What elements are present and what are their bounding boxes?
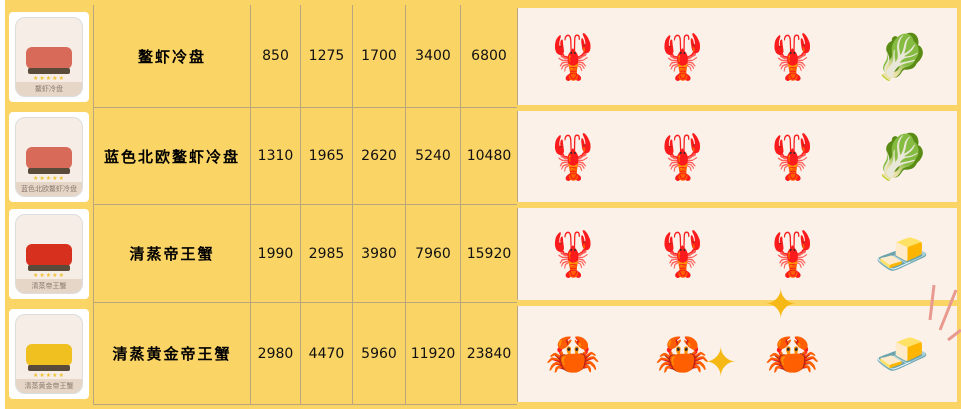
- star-rating: ★★★★★: [33, 174, 65, 182]
- dish-name: 蓝色北欧鳌虾冷盘: [93, 108, 250, 205]
- dish-card: ★★★★★ 蓝色北欧鳌虾冷盘: [5, 108, 93, 205]
- star-rating: ★★★★★: [33, 372, 65, 379]
- price-value: 1700: [352, 5, 405, 108]
- price-value: 1990: [250, 205, 300, 303]
- recipe-row: ★★★★★ 清蒸黄金帝王蟹 清蒸黄金帝王蟹 2980 4470 5960 11920 23…: [5, 303, 957, 405]
- butter-icon: 🧈: [874, 329, 930, 380]
- golden-crab-icon: 🦀: [764, 329, 820, 380]
- ingredient-list: 🦞 🦞 🦞 🥬: [517, 111, 957, 202]
- price-value: 23840: [460, 303, 517, 405]
- ingredient-list: 🦞 🦞 🦞 🥬: [517, 8, 957, 105]
- dish-name: 鳌虾冷盘: [93, 5, 250, 108]
- price-value: 2980: [250, 303, 300, 405]
- dish-image: [26, 46, 72, 74]
- lobster-silhouette-icon: 🦞: [764, 229, 820, 280]
- dish-card-label: 清蒸黄金帝王蟹: [16, 379, 82, 393]
- butter-icon: 🧈: [874, 229, 930, 280]
- golden-crab-icon: 🦀: [655, 329, 711, 380]
- price-value: 1965: [300, 108, 352, 205]
- ingredient-list: 🦞 🦞 🦞 🧈: [517, 208, 957, 300]
- dish-image: [26, 146, 72, 174]
- accent-lines-icon: [928, 284, 961, 342]
- golden-crab-icon: 🦀: [545, 329, 601, 380]
- price-value: 3400: [405, 5, 460, 108]
- dish-image: [26, 244, 72, 271]
- price-value: 5960: [352, 303, 405, 405]
- recipe-row: ★★★★★ 蓝色北欧鳌虾冷盘 蓝色北欧鳌虾冷盘 1310 1965 2620 5240 1…: [5, 108, 957, 205]
- price-value: 5240: [405, 108, 460, 205]
- recipe-row: ★★★★★ 鳌虾冷盘 鳌虾冷盘 850 1275 1700 3400 6800 🦞 🦞 🦞 🥬: [5, 5, 957, 108]
- ingredient-list: 🦀 🦀 🦀 🧈: [517, 306, 957, 402]
- price-value: 1275: [300, 5, 352, 108]
- sparkle-icon: ✦: [704, 340, 738, 386]
- price-value: 10480: [460, 108, 517, 205]
- blue-lobster-icon: 🦞: [655, 131, 711, 183]
- dish-name: 清蒸帝王蟹: [93, 205, 250, 303]
- price-value: 1310: [250, 108, 300, 205]
- lobster-silhouette-icon: 🦞: [545, 229, 601, 280]
- price-value: 2620: [352, 108, 405, 205]
- dish-name: 清蒸黄金帝王蟹: [93, 303, 250, 405]
- price-value: 7960: [405, 205, 460, 303]
- star-rating: ★★★★★: [33, 272, 65, 279]
- dish-card-label: 蓝色北欧鳌虾冷盘: [16, 181, 82, 196]
- left-border: [0, 0, 5, 409]
- lettuce-crate-icon: 🥬: [874, 131, 930, 183]
- price-value: 6800: [460, 5, 517, 108]
- dish-card: ★★★★★ 清蒸帝王蟹: [5, 205, 93, 303]
- dish-image: [26, 344, 72, 371]
- price-value: 2985: [300, 205, 352, 303]
- price-value: 4470: [300, 303, 352, 405]
- dish-card-label: 清蒸帝王蟹: [16, 279, 82, 293]
- sparkle-icon: ✦: [764, 282, 798, 328]
- dish-card-label: 鳌虾冷盘: [16, 81, 82, 96]
- lobster-silhouette-icon: 🦞: [545, 31, 601, 83]
- lettuce-crate-icon: 🥬: [874, 31, 930, 83]
- dish-card: ★★★★★ 清蒸黄金帝王蟹: [5, 303, 93, 405]
- blue-lobster-icon: 🦞: [545, 131, 601, 183]
- dish-card: ★★★★★ 鳌虾冷盘: [5, 5, 93, 108]
- recipe-row: ★★★★★ 清蒸帝王蟹 清蒸帝王蟹 1990 2985 3980 7960 15920 🦞 🦞…: [5, 205, 957, 303]
- price-value: 3980: [352, 205, 405, 303]
- lobster-silhouette-icon: 🦞: [655, 229, 711, 280]
- star-rating: ★★★★★: [33, 74, 65, 82]
- price-value: 15920: [460, 205, 517, 303]
- lobster-silhouette-icon: 🦞: [655, 31, 711, 83]
- price-value: 850: [250, 5, 300, 108]
- lobster-silhouette-icon: 🦞: [764, 31, 820, 83]
- blue-lobster-icon: 🦞: [764, 131, 820, 183]
- price-value: 11920: [405, 303, 460, 405]
